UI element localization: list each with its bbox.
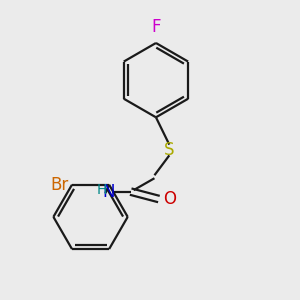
Text: O: O: [163, 190, 176, 208]
Text: H: H: [96, 183, 107, 197]
Text: F: F: [151, 19, 161, 37]
Text: S: S: [164, 141, 175, 159]
Text: N: N: [102, 183, 115, 201]
Text: Br: Br: [50, 176, 68, 194]
